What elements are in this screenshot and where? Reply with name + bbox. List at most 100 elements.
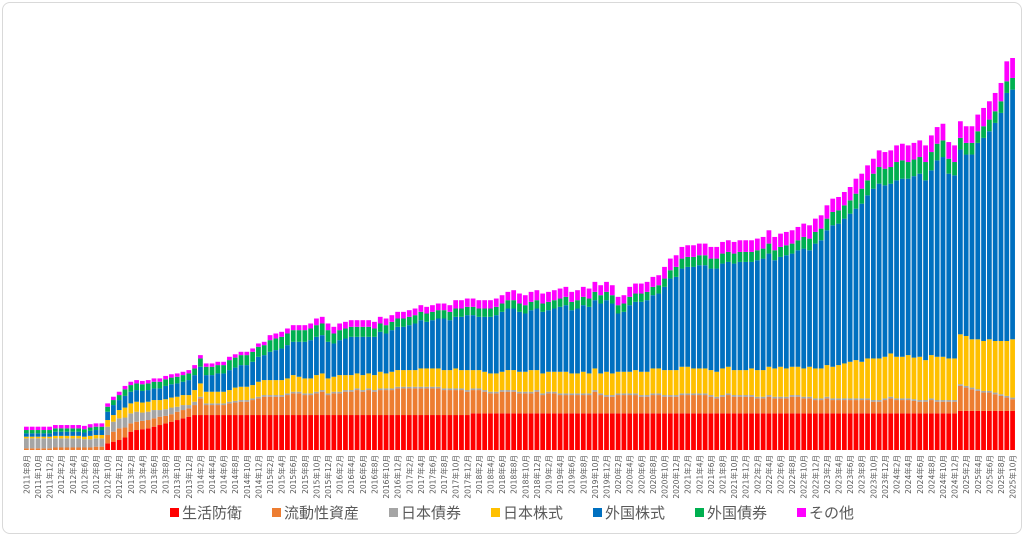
bar-segment-1 [725,395,731,414]
bar-segment-0 [424,415,430,450]
bar-segment-1 [482,391,488,414]
bar-segment-4 [551,308,557,372]
bar-segment-2 [673,395,679,397]
bar-segment-6 [760,236,766,249]
bar-segment-1 [285,395,290,416]
bar-segment-1 [93,446,99,450]
bar-segment-1 [615,395,621,414]
bar-segment-5 [244,355,250,366]
bar-segment-5 [511,300,517,309]
bar-segment-5 [580,296,586,306]
bar-segment-6 [244,351,250,356]
bar-segment-1 [830,400,836,414]
bar-segment-6 [725,240,731,252]
x-tick-label: 2019年12月 [602,455,612,499]
bar-segment-6 [267,335,273,341]
bar-segment-6 [708,246,714,259]
bar-segment-1 [122,427,128,438]
bar-segment-5 [789,243,795,254]
bar-segment-6 [296,325,302,331]
bar-segment-3 [957,334,963,385]
bar-segment-6 [992,92,998,112]
bar-segment-1 [928,400,934,414]
x-tick-label: 2024年4月 [903,455,913,494]
bar-segment-5 [546,301,551,311]
bar-segment-2 [731,395,737,397]
bar-segment-5 [818,228,824,241]
bar-segment-6 [975,114,981,132]
bar-segment-0 [366,415,372,450]
bar-segment-3 [325,378,331,394]
bar-segment-4 [476,316,482,371]
bar-segment-4 [360,336,366,376]
bar-segment-2 [244,400,250,402]
bar-segment-6 [64,425,70,429]
bar-segment-4 [685,266,691,367]
bar-segment-3 [169,397,174,408]
bar-segment-3 [314,375,319,392]
bar-segment-3 [569,373,575,394]
bar-segment-0 [667,413,673,450]
bar-segment-1 [650,395,656,414]
bar-segment-0 [888,413,894,450]
bar-segment-5 [273,338,279,351]
bar-segment-3 [273,380,279,396]
bar-segment-5 [667,270,673,279]
bar-segment-0 [430,415,435,450]
bar-segment-3 [302,378,308,394]
bar-segment-6 [360,320,366,327]
bar-segment-0 [261,415,267,450]
bar-segment-0 [447,415,453,450]
bar-segment-5 [354,326,360,337]
bar-segment-0 [870,413,876,450]
x-tick-label: 2011年10月 [33,455,43,499]
bar-segment-1 [691,395,696,414]
bar-segment-1 [215,405,221,416]
bar-segment-0 [389,415,395,450]
bar-segment-2 [934,400,940,402]
bar-segment-4 [29,433,35,437]
bar-segment-5 [279,336,285,349]
bar-segment-2 [580,393,586,396]
bar-segment-5 [882,168,888,186]
bar-segment-6 [882,152,888,169]
bar-segment-2 [917,400,923,402]
bar-segment-2 [29,438,35,449]
bar-segment-6 [116,391,122,396]
bar-segment-5 [406,316,412,326]
bar-segment-1 [975,390,981,411]
bar-segment-6 [111,396,116,401]
bar-segment-1 [737,396,743,414]
bar-segment-3 [517,371,522,392]
x-tick-label: 2024年6月 [915,455,925,494]
bar-segment-0 [714,413,720,450]
bar-segment-4 [609,303,615,374]
bar-segment-2 [783,396,789,399]
bar-segment-5 [215,365,221,374]
bar-segment-0 [969,410,975,450]
bar-segment-1 [105,435,110,444]
bar-segment-4 [308,340,314,379]
bar-segment-1 [372,391,377,416]
bar-segment-2 [151,410,157,419]
bar-segment-4 [812,243,818,369]
bar-segment-4 [325,341,331,379]
bar-segment-1 [760,398,766,414]
bar-segment-2 [818,398,824,401]
bar-segment-4 [696,265,702,369]
bar-segment-2 [807,396,812,399]
bar-segment-4 [406,325,412,371]
bar-segment-6 [865,165,870,181]
bar-segment-0 [522,413,528,450]
bar-segment-3 [673,370,679,396]
bar-segment-5 [551,300,557,309]
bar-segment-3 [586,373,592,394]
bar-segment-4 [737,261,743,371]
bar-segment-1 [296,393,302,416]
bar-segment-4 [847,213,853,362]
bar-segment-4 [888,183,894,354]
bar-segment-5 [24,430,29,434]
bar-segment-0 [685,413,691,450]
bar-segment-1 [801,398,807,414]
bar-segment-2 [348,390,354,392]
